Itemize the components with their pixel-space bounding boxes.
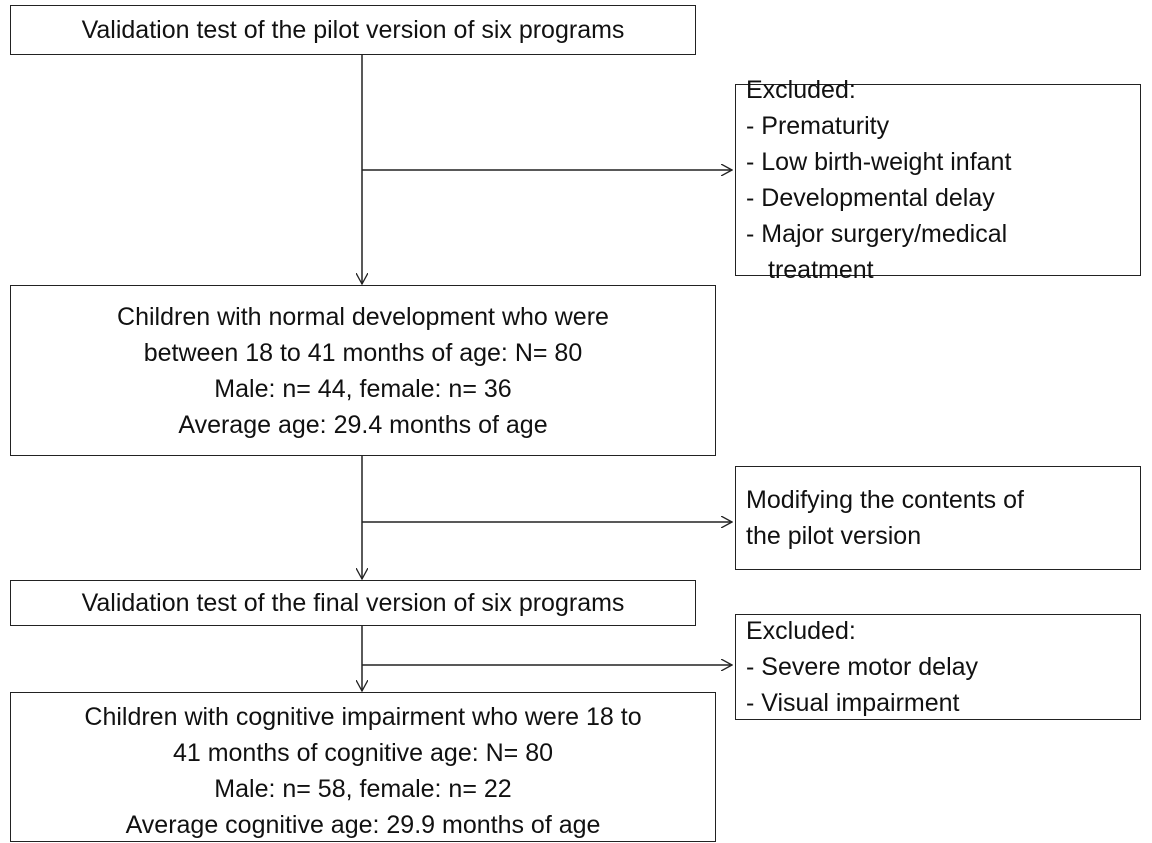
node-text: Male: n= 58, female: n= 22 xyxy=(214,775,512,803)
node: Children with normal development who wer… xyxy=(10,285,716,456)
node: Validation test of the final version of … xyxy=(10,580,696,626)
node-text: treatment xyxy=(768,256,874,284)
node-text: Validation test of the pilot version of … xyxy=(81,16,625,44)
node-text: Modifying the contents of xyxy=(746,486,1024,514)
node-text: - Visual impairment xyxy=(746,689,960,717)
node-text: Children with normal development who wer… xyxy=(117,302,609,331)
node: Children with cognitive impairment who w… xyxy=(10,692,716,842)
node-text: between 18 to 41 months of age: N= 80 xyxy=(143,338,583,367)
node-text: Validation test of the final version of … xyxy=(81,589,625,617)
node-text: - Severe motor delay xyxy=(746,653,979,681)
node-text: Children with cognitive impairment who w… xyxy=(84,703,642,731)
node-text: Male: n= 44, female: n= 36 xyxy=(214,374,512,403)
node-text: Average cognitive age: 29.9 months of ag… xyxy=(125,811,601,839)
node-text: - Major surgery/medical xyxy=(746,220,1008,248)
node-text: - Developmental delay xyxy=(746,184,995,212)
node: Validation test of the pilot version of … xyxy=(10,5,696,55)
node-text: Excluded: xyxy=(746,617,856,645)
node-text: - Prematurity xyxy=(746,112,890,140)
node: Modifying the contents of the pilot vers… xyxy=(735,466,1141,570)
node: Excluded: - Prematurity - Low birth-weig… xyxy=(735,76,1141,284)
node: Excluded: - Severe motor delay - Visual … xyxy=(735,614,1141,720)
node-text: - Low birth-weight infant xyxy=(746,148,1012,176)
node-text: the pilot version xyxy=(746,522,922,550)
node-text: Excluded: xyxy=(746,76,856,104)
node-text: Average age: 29.4 months of age xyxy=(178,410,548,439)
node-text: 41 months of cognitive age: N= 80 xyxy=(172,739,554,767)
